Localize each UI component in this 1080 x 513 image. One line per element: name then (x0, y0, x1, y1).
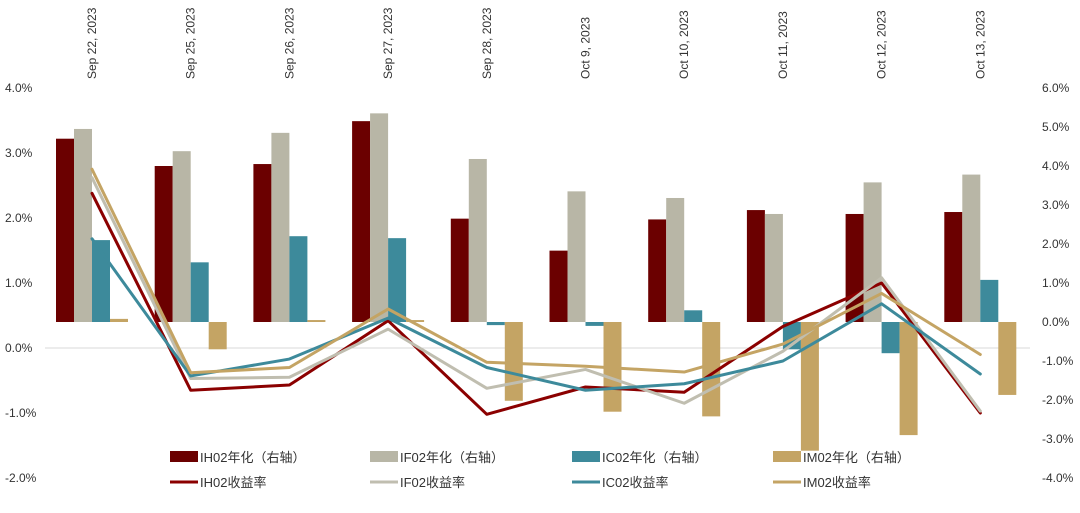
right-tick-label: 4.0% (1042, 159, 1070, 173)
right-tick-label: 1.0% (1042, 276, 1070, 290)
legend-swatch (773, 451, 801, 462)
bar-im02 (800, 322, 819, 451)
bar-ih02 (450, 218, 469, 322)
bar-im02 (307, 320, 326, 322)
left-tick-label: -2.0% (5, 471, 37, 485)
bar-ih02 (648, 219, 667, 322)
legend-label: IH02收益率 (200, 475, 266, 490)
category-labels: Sep 22, 2023 Sep 25, 2023 Sep 26, 2023 Sep … (85, 7, 987, 79)
bar-ic02 (881, 322, 900, 354)
left-tick-label: 0.0% (5, 341, 33, 355)
category-label: Oct 11, 2023 (776, 11, 790, 79)
bar-ic02 (980, 279, 999, 322)
line-ih02 (90, 191, 982, 416)
legend-label: IC02年化（右轴） (602, 450, 707, 465)
right-tick-label: 3.0% (1042, 198, 1070, 212)
bar-ic02 (684, 310, 703, 322)
bar-im02 (899, 322, 918, 436)
bar-if02 (271, 132, 290, 322)
right-tick-label: 0.0% (1042, 315, 1070, 329)
left-tick-label: 3.0% (5, 146, 33, 160)
bar-im02 (406, 320, 425, 322)
bar-if02 (74, 128, 92, 322)
bar-if02 (764, 213, 783, 322)
category-label: Sep 28, 2023 (480, 7, 494, 79)
legend-swatch (170, 451, 198, 462)
right-tick-label: 2.0% (1042, 237, 1070, 251)
bar-ih02 (253, 164, 272, 322)
bar-if02 (962, 174, 981, 322)
bar-ih02 (56, 138, 74, 322)
left-tick-label: 2.0% (5, 211, 33, 225)
right-tick-label: -3.0% (1042, 432, 1074, 446)
category-label: Sep 25, 2023 (184, 7, 198, 79)
left-tick-label: 1.0% (5, 276, 33, 290)
series-lines (90, 167, 982, 416)
line-im02 (90, 167, 982, 375)
bar-ih02 (352, 121, 371, 323)
bar-im02 (504, 322, 523, 401)
right-tick-label: 5.0% (1042, 120, 1070, 134)
category-label: Sep 27, 2023 (381, 7, 395, 79)
bar-if02 (666, 197, 685, 322)
category-label: Oct 10, 2023 (677, 10, 691, 79)
category-label: Oct 12, 2023 (875, 10, 889, 79)
bar-ih02 (746, 210, 765, 322)
bars (56, 113, 1017, 451)
category-label: Sep 22, 2023 (85, 7, 99, 79)
bar-ic02 (585, 322, 604, 326)
legend-label: IF02收益率 (400, 475, 465, 490)
bar-if02 (172, 151, 191, 322)
bar-ic02 (92, 240, 110, 322)
category-label: Oct 9, 2023 (579, 17, 593, 79)
bar-if02 (370, 113, 389, 322)
bar-ic02 (289, 236, 308, 322)
right-tick-label: -4.0% (1042, 471, 1074, 485)
category-label: Oct 13, 2023 (973, 10, 987, 79)
line-ic02 (90, 237, 982, 392)
left-tick-label: 4.0% (5, 81, 33, 95)
legend-label: IC02收益率 (602, 475, 668, 490)
category-label: Sep 26, 2023 (282, 7, 296, 79)
right-tick-label: 6.0% (1042, 81, 1070, 95)
bar-im02 (998, 322, 1017, 395)
left-axis-ticks: 4.0% 3.0% 2.0% 1.0% 0.0% -1.0% -2.0% (5, 81, 37, 485)
bar-ic02 (190, 262, 209, 322)
right-tick-label: -1.0% (1042, 354, 1074, 368)
bar-if02 (468, 158, 487, 322)
right-axis-ticks: 6.0% 5.0% 4.0% 3.0% 2.0% 1.0% 0.0% -1.0% -2.0% -3… (1042, 81, 1074, 485)
bar-ic02 (486, 322, 505, 326)
bar-im02 (208, 322, 227, 350)
bar-ih02 (549, 250, 568, 322)
bar-im02 (110, 318, 128, 322)
bar-ih02 (944, 212, 963, 322)
legend-label: IM02年化（右轴） (803, 450, 910, 465)
legend: IH02年化（右轴） IF02年化（右轴） IC02年化（右轴） IM02年化（右轴）… (170, 450, 910, 490)
legend-swatch (572, 451, 600, 462)
bar-ih02 (154, 166, 173, 322)
legend-label: IM02收益率 (803, 475, 871, 490)
right-tick-label: -2.0% (1042, 393, 1074, 407)
left-tick-label: -1.0% (5, 406, 37, 420)
legend-swatch (370, 451, 398, 462)
legend-label: IF02年化（右轴） (400, 450, 504, 465)
bar-ic02 (388, 238, 407, 322)
legend-label: IH02年化（右轴） (200, 450, 305, 465)
bar-if02 (567, 191, 586, 322)
